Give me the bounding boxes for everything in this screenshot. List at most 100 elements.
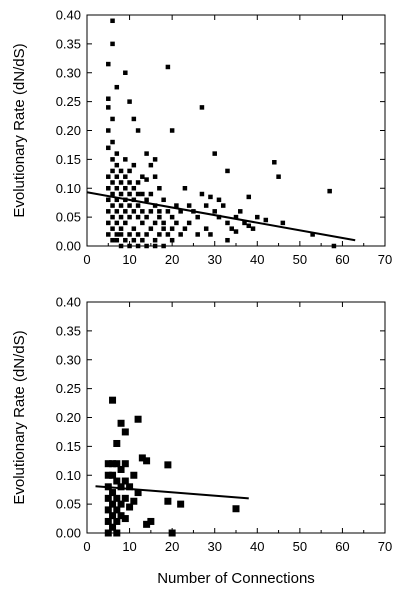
- y-tick-label: 0.30: [56, 65, 81, 80]
- x-axis-title: Number of Connections: [157, 570, 315, 587]
- data-point: [113, 460, 121, 468]
- data-point: [144, 197, 149, 203]
- y-tick-label: 0.05: [56, 497, 81, 512]
- data-point: [135, 191, 141, 197]
- y-tick-label: 0.35: [56, 36, 81, 51]
- data-point: [114, 162, 120, 168]
- data-point: [203, 203, 209, 208]
- data-point: [123, 237, 128, 243]
- data-point: [147, 517, 155, 525]
- data-point: [123, 220, 128, 226]
- data-point: [121, 494, 129, 502]
- y-tick-label: 0.15: [56, 439, 81, 454]
- data-point: [178, 232, 183, 237]
- data-point: [233, 229, 239, 234]
- regression-line: [86, 191, 356, 242]
- data-point: [152, 243, 158, 249]
- data-point: [118, 232, 124, 237]
- data-point: [109, 471, 117, 479]
- data-point: [106, 174, 111, 179]
- data-point: [131, 186, 137, 191]
- x-tick-label: 40: [250, 252, 264, 267]
- y-tick-label: 0.35: [56, 323, 81, 338]
- x-tick-label: 0: [83, 252, 90, 267]
- data-point: [110, 180, 115, 185]
- data-point: [114, 209, 120, 214]
- data-point: [110, 226, 115, 231]
- data-point: [195, 214, 200, 220]
- data-point: [127, 168, 132, 174]
- y-axis-title: Evolutionary Rate (dN/dS): [11, 330, 28, 504]
- data-point: [233, 214, 239, 220]
- data-point: [152, 203, 158, 208]
- data-point: [148, 191, 154, 197]
- data-point: [177, 500, 185, 508]
- data-point: [135, 203, 141, 208]
- data-point: [161, 220, 166, 226]
- data-point: [242, 220, 247, 226]
- data-point: [106, 145, 111, 151]
- x-tick-label: 10: [122, 539, 136, 554]
- data-point: [127, 243, 132, 249]
- data-point: [127, 191, 132, 197]
- y-tick-label: 0.40: [56, 8, 81, 23]
- data-point: [255, 214, 260, 220]
- data-point: [131, 226, 137, 231]
- data-point: [276, 174, 281, 179]
- data-point: [104, 494, 112, 502]
- y-axis-title: Evolutionary Rate (dN/dS): [11, 43, 28, 217]
- data-point: [114, 220, 120, 226]
- data-point: [104, 460, 112, 468]
- data-point: [113, 494, 121, 502]
- data-point: [113, 439, 121, 447]
- data-point: [114, 84, 120, 90]
- data-point: [131, 116, 137, 122]
- x-tick-label: 20: [165, 252, 179, 267]
- data-point: [130, 471, 138, 479]
- data-point: [182, 226, 188, 231]
- data-point: [114, 197, 120, 203]
- data-point: [126, 503, 134, 511]
- data-point: [144, 214, 149, 220]
- data-point: [134, 415, 142, 423]
- data-point: [106, 220, 111, 226]
- data-point: [114, 186, 120, 191]
- data-point: [225, 237, 230, 243]
- data-point: [140, 209, 145, 214]
- data-point: [118, 203, 124, 208]
- data-point: [109, 512, 117, 520]
- data-point: [114, 151, 120, 156]
- data-point: [110, 18, 115, 24]
- data-point: [174, 220, 179, 226]
- regression-line: [95, 485, 249, 500]
- data-point: [121, 515, 129, 523]
- data-point: [144, 177, 149, 182]
- data-point: [131, 209, 137, 214]
- y-tick-label: 0.00: [56, 526, 81, 541]
- data-point: [152, 220, 158, 226]
- y-tick-label: 0.20: [56, 410, 81, 425]
- data-point: [110, 116, 115, 122]
- data-point: [195, 232, 200, 237]
- y-tick-label: 0.10: [56, 468, 81, 483]
- data-point: [110, 41, 115, 47]
- data-point: [126, 483, 134, 491]
- data-point: [144, 243, 149, 249]
- data-point: [135, 180, 141, 185]
- data-point: [123, 70, 128, 75]
- data-point: [143, 457, 151, 465]
- data-point: [106, 232, 111, 237]
- x-tick-label: 50: [293, 539, 307, 554]
- data-point: [127, 232, 132, 237]
- data-point: [157, 232, 162, 237]
- y-tick-label: 0.20: [56, 123, 81, 138]
- x-tick-label: 20: [165, 539, 179, 554]
- data-point: [110, 191, 115, 197]
- data-point: [127, 99, 132, 104]
- data-point: [110, 157, 115, 162]
- x-tick-label: 0: [83, 539, 90, 554]
- data-point: [165, 232, 171, 237]
- data-point: [272, 160, 277, 165]
- y-tick-label: 0.30: [56, 352, 81, 367]
- data-point: [152, 237, 158, 243]
